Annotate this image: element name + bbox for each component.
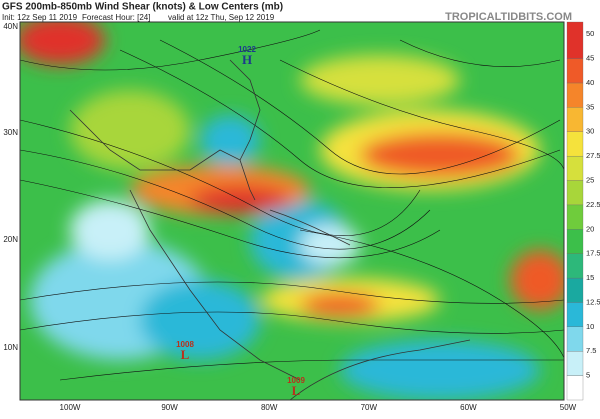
lat-label: 40N xyxy=(3,22,18,31)
lat-label: 10N xyxy=(3,343,18,352)
colorbar-swatch xyxy=(566,58,584,84)
colorbar-swatch xyxy=(566,375,584,401)
colorbar-label: 30 xyxy=(586,127,594,136)
colorbar-label: 25 xyxy=(586,176,594,185)
lon-label: 80W xyxy=(261,403,278,412)
center-symbol: H xyxy=(242,52,252,67)
shear-field xyxy=(20,22,564,400)
colorbar-label: 50 xyxy=(586,29,594,38)
colorbar-swatch xyxy=(566,277,584,303)
colorbar-swatch xyxy=(566,302,584,327)
lon-label: 90W xyxy=(161,403,178,412)
lat-label: 30N xyxy=(3,128,18,137)
streamlines xyxy=(20,29,564,381)
title: GFS 200mb-850mb Wind Shear (knots) & Low… xyxy=(2,2,283,13)
center-pressure: 1008 xyxy=(176,340,194,349)
lon-label: 70W xyxy=(361,403,378,412)
colorbar-swatch xyxy=(566,82,584,108)
center-pressure: 1022 xyxy=(238,45,256,54)
colorbar: 5 7.5 10 12.5 15 17.5 20 22.5 25 27.5 30 35 40 45 50 xyxy=(566,21,600,401)
colorbar-swatch xyxy=(566,229,584,254)
colorbar-label: 5 xyxy=(586,371,590,380)
lon-label: 100W xyxy=(60,403,81,412)
watermark: TROPICALTIDBITS.COM xyxy=(445,11,572,23)
init-time: Init: 12z Sep 11 2019 xyxy=(2,13,78,22)
center-pressure: 1009 xyxy=(287,376,305,385)
colorbar-swatch xyxy=(566,204,584,230)
forecast-hour: Forecast Hour: [24] xyxy=(82,13,150,22)
colorbar-label: 35 xyxy=(586,102,594,111)
colorbar-label: 20 xyxy=(586,224,594,233)
lon-label: 50W xyxy=(560,403,577,412)
colorbar-label: 15 xyxy=(586,273,594,282)
colorbar-label: 7.5 xyxy=(586,346,596,355)
center-symbol: L xyxy=(181,347,190,362)
colorbar-swatch xyxy=(566,107,584,132)
colorbar-label: 40 xyxy=(586,78,594,87)
colorbar-swatch xyxy=(566,326,584,352)
colorbar-label: 10 xyxy=(586,322,594,331)
colorbar-swatch xyxy=(566,131,584,157)
colorbar-swatch xyxy=(566,180,584,206)
colorbar-label: 17.5 xyxy=(586,249,600,258)
colorbar-swatch xyxy=(566,351,584,376)
lon-label: 60W xyxy=(460,403,477,412)
colorbar-label: 27.5 xyxy=(586,151,600,160)
colorbar-swatch xyxy=(566,155,584,181)
colorbar-label: 45 xyxy=(586,54,594,63)
colorbar-label: 12.5 xyxy=(586,297,600,306)
colorbar-label: 22.5 xyxy=(586,200,600,209)
map-frame xyxy=(19,21,565,401)
center-symbol: L xyxy=(292,383,301,398)
colorbar-swatch xyxy=(566,253,584,279)
valid-time: valid at 12z Thu, Sep 12 2019 xyxy=(168,13,275,22)
lat-label: 20N xyxy=(3,235,18,244)
coastlines xyxy=(69,59,471,400)
colorbar-swatch xyxy=(566,21,584,59)
